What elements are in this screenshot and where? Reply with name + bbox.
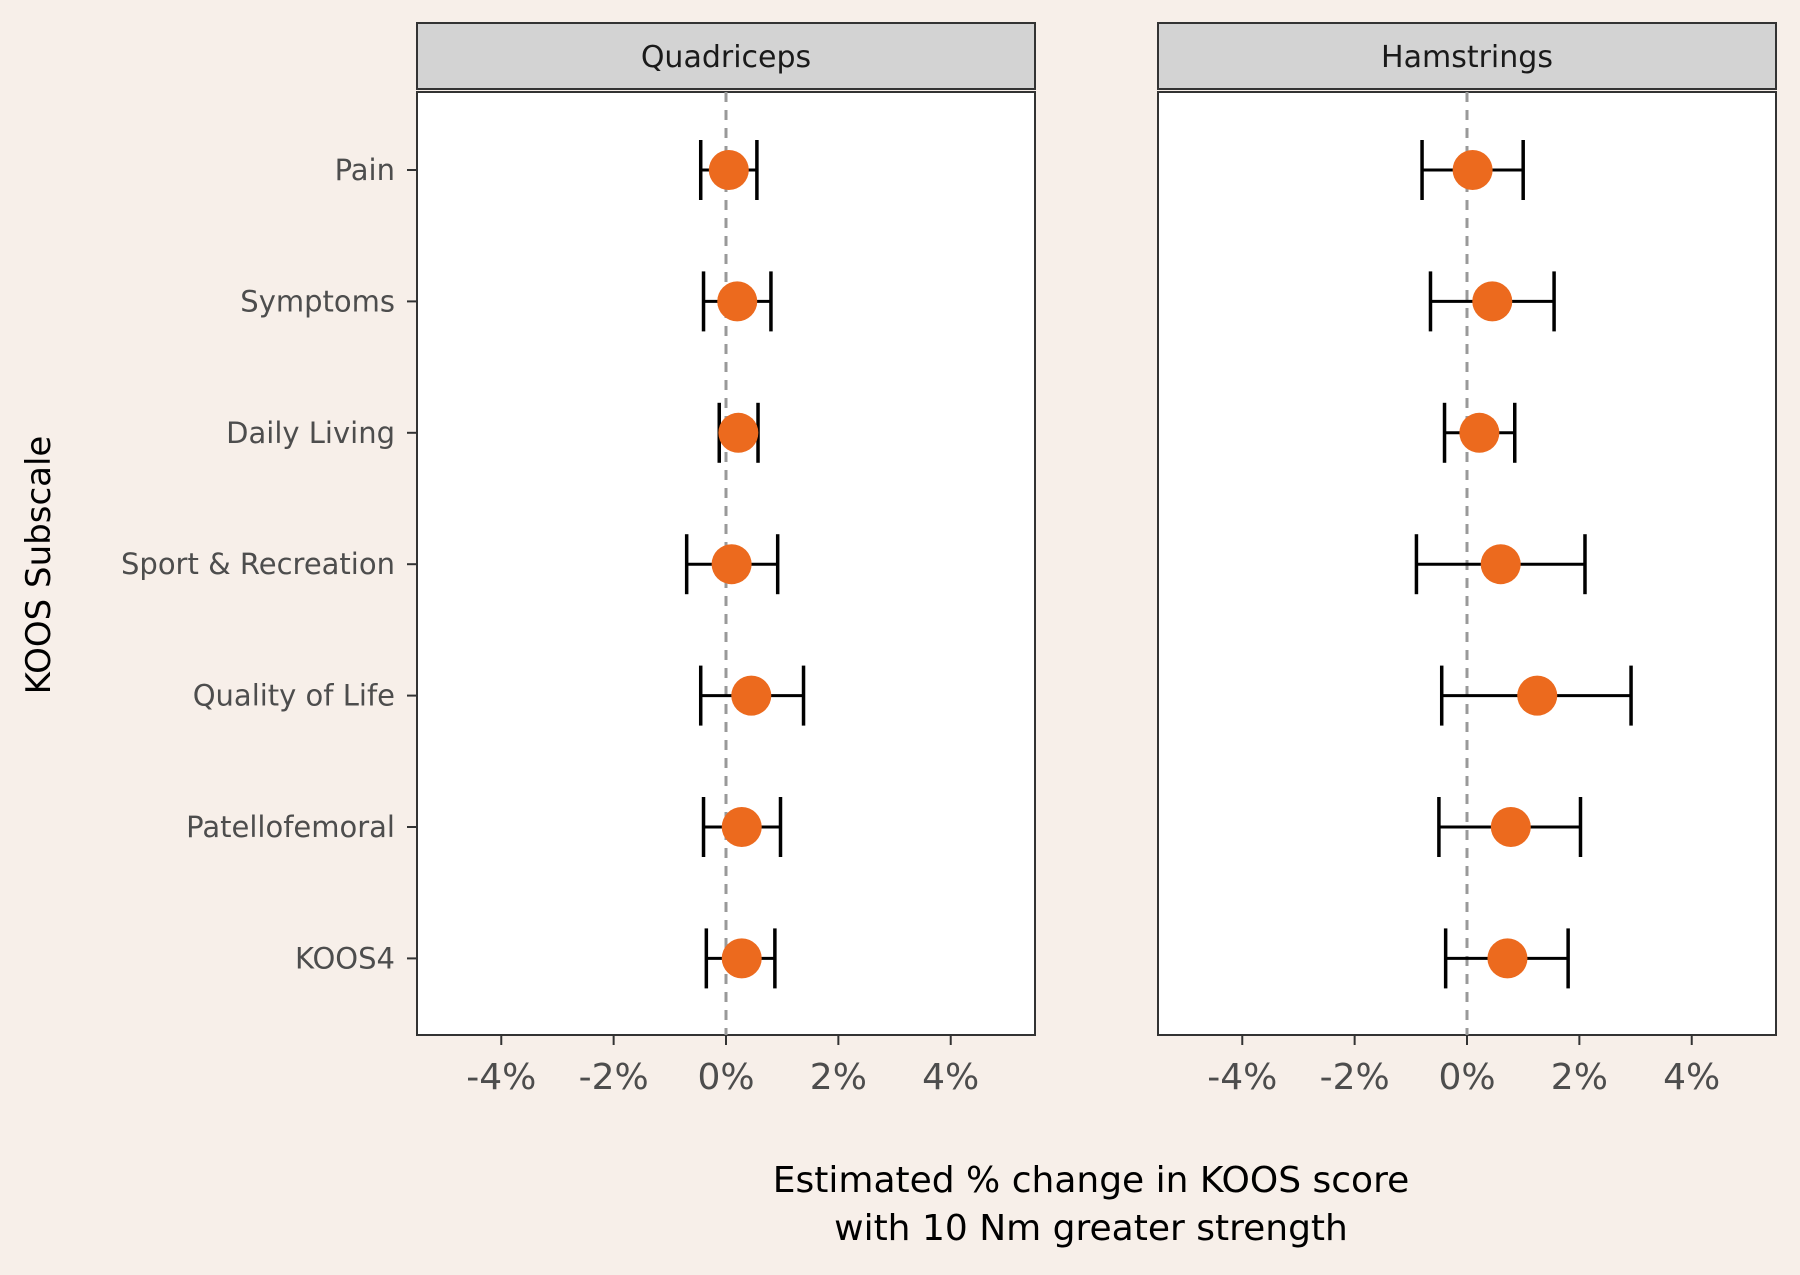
estimate-point <box>718 412 759 453</box>
estimate-point <box>721 807 762 847</box>
y-tick-label: Daily Living <box>226 416 395 450</box>
facet-strip-label: Hamstrings <box>1381 40 1553 75</box>
x-tick-label: 2% <box>810 1057 867 1098</box>
estimate-point <box>731 675 772 716</box>
estimate-point <box>1480 544 1521 585</box>
y-tick-label: Patellofemoral <box>186 810 395 844</box>
x-tick-label: 0% <box>697 1057 754 1098</box>
y-tick-label: KOOS4 <box>295 941 395 975</box>
estimate-point <box>1452 150 1493 190</box>
x-tick-label: -2% <box>579 1057 649 1098</box>
y-tick-label: Quality of Life <box>193 679 395 713</box>
facet-strip-label: Quadriceps <box>641 40 811 75</box>
facet-strip <box>416 22 1036 90</box>
y-axis-title: KOOS Subscale <box>19 436 59 695</box>
estimate-point <box>708 150 749 190</box>
estimate-point <box>1472 281 1513 322</box>
panel-hamstrings: Hamstrings -4% -2% 0% 2% 4% <box>1157 22 1777 1098</box>
x-axis-title-line-2: with 10 Nm greater strength <box>834 1208 1348 1249</box>
x-tick-label: 4% <box>1663 1057 1720 1098</box>
estimate-point <box>1490 807 1531 847</box>
estimate-point <box>1517 675 1558 716</box>
y-tick-label: Pain <box>335 153 395 187</box>
estimate-point <box>1459 412 1500 453</box>
x-tick-label: -4% <box>1207 1057 1277 1098</box>
x-tick-label: 2% <box>1551 1057 1608 1098</box>
x-tick-label: -2% <box>1320 1057 1390 1098</box>
panel-quadriceps: Quadriceps -4% -2% 0% 2% 4% Pain Symptoms Daily … <box>121 22 1036 1098</box>
x-tick-label: -4% <box>466 1057 536 1098</box>
x-axis-title-line-1: Estimated % change in KOOS score <box>773 1160 1410 1201</box>
y-tick-label: Sport & Recreation <box>121 547 395 581</box>
x-tick-label: 0% <box>1438 1057 1495 1098</box>
x-tick-label: 4% <box>922 1057 979 1098</box>
panels: Quadriceps -4% -2% 0% 2% 4% Pain Symptoms Daily … <box>121 22 1777 1098</box>
estimate-point <box>711 544 752 585</box>
estimate-point <box>721 938 762 979</box>
facet-strip <box>1157 22 1777 90</box>
y-tick-label: Symptoms <box>240 284 395 318</box>
estimate-point <box>1487 938 1528 979</box>
estimate-point <box>717 281 758 322</box>
